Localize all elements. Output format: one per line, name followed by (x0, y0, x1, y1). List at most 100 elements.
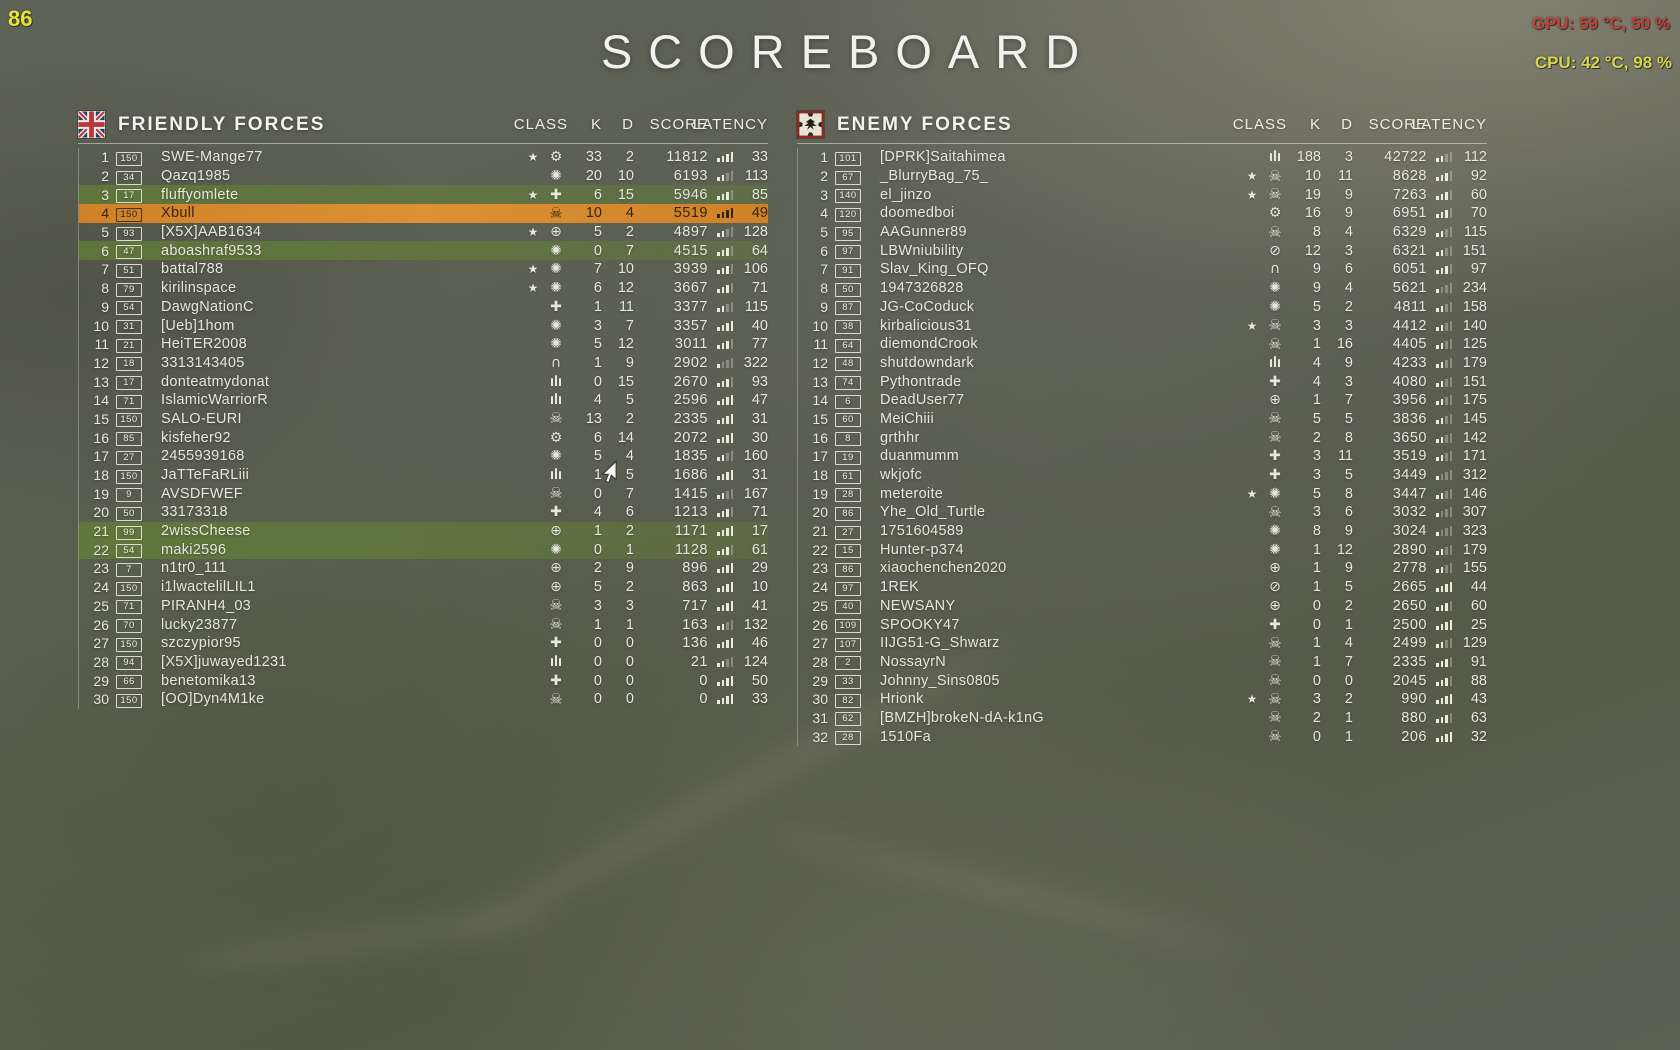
level-badge-cell: 18 (113, 354, 151, 372)
level-badge: 28 (835, 731, 861, 746)
player-name: [X5X]AAB1634 (161, 224, 262, 241)
latency-value: 46 (751, 635, 768, 652)
class-icon-grenade: ✺ (550, 242, 562, 259)
class-icon-skull: ☠ (1268, 222, 1282, 241)
latency-bars-icon (1436, 731, 1452, 742)
player-rank: 25 (812, 597, 828, 614)
column-header-deaths: D (1341, 116, 1353, 133)
deaths-value: 7 (625, 317, 634, 334)
deaths-value: 4 (1344, 224, 1353, 241)
latency-cell: 30 (708, 430, 768, 446)
latency-bars-icon (717, 544, 733, 555)
class-icon-horseshoe: ∩ (1269, 261, 1281, 278)
latency-bars-icon (717, 413, 733, 424)
level-badge-cell: 62 (832, 709, 870, 727)
latency-value: 85 (751, 186, 768, 203)
kills-value: 1 (593, 298, 602, 315)
class-icon-cross: ✚ (1269, 616, 1281, 633)
latency-bars-icon (717, 563, 733, 574)
deaths-value: 2 (1344, 597, 1353, 614)
latency-cell: 64 (708, 243, 768, 259)
player-rank: 13 (93, 373, 109, 390)
player-row: 29 33 Johnny_Sins0805 ☠ 0 0 2045 88 (798, 671, 1487, 690)
kills-value: 1 (593, 523, 602, 540)
level-badge-cell: 140 (832, 186, 870, 204)
latency-cell: 151 (1427, 374, 1487, 390)
squad-star-icon: ★ (1246, 486, 1258, 501)
latency-bars-icon (1436, 339, 1452, 350)
latency-cell: 128 (708, 224, 768, 240)
player-rank: 4 (101, 205, 109, 222)
kills-value: 5 (593, 224, 602, 241)
latency-value: 25 (1470, 616, 1487, 633)
player-name: NossayrN (880, 653, 947, 670)
player-row: 14 71 IslamicWarriorR 4 5 2596 47 (79, 391, 768, 410)
deaths-value: 9 (625, 560, 634, 577)
player-name: SALO-EURI (161, 410, 242, 427)
score-value: 4811 (1393, 298, 1427, 315)
score-value: 206 (1401, 728, 1427, 745)
player-row: 20 86 Yhe_Old_Turtle ☠ 3 6 3032 307 (798, 503, 1487, 522)
player-row: 22 15 Hunter-p374 ✺ 1 12 2890 179 (798, 540, 1487, 559)
latency-bars-icon (1436, 357, 1452, 368)
player-row: 27 150 szczypior95 ✚ 0 0 136 46 (79, 634, 768, 653)
kills-value: 1 (1312, 653, 1321, 670)
kills-value: 19 (1304, 186, 1321, 203)
player-rank: 24 (812, 579, 828, 596)
level-badge-cell: 93 (113, 224, 151, 241)
player-row: 28 94 [X5X]juwayed1231 0 0 21 124 (79, 653, 768, 672)
latency-bars-icon (717, 432, 733, 443)
score-value: 7263 (1392, 186, 1427, 203)
column-header-score: SCORE (1368, 116, 1427, 133)
player-rank: 29 (812, 672, 828, 689)
team-name: ENEMY FORCES (837, 113, 1013, 135)
latency-cell: 115 (1427, 224, 1487, 240)
squad-star-icon: ★ (1246, 318, 1258, 333)
latency-value: 106 (743, 261, 768, 278)
score-value: 136 (682, 635, 708, 652)
level-badge-cell: 99 (113, 523, 151, 540)
class-icon-grenade: ✺ (1269, 523, 1281, 540)
latency-value: 151 (1462, 373, 1487, 390)
player-name: 33173318 (161, 504, 228, 521)
level-badge: 97 (835, 245, 861, 260)
latency-bars-icon (1436, 675, 1452, 686)
latency-cell: 322 (708, 355, 768, 371)
level-badge: 54 (116, 544, 142, 559)
score-value: 6951 (1392, 205, 1427, 222)
player-name: aboashraf9533 (161, 242, 262, 259)
player-name: IIJG51-G_Shwarz (880, 635, 1000, 652)
score-value: 3836 (1392, 410, 1427, 427)
kills-value: 2 (1312, 429, 1321, 446)
class-icon-skull: ☠ (549, 596, 563, 615)
kills-value: 1 (593, 467, 602, 484)
class-icon-cross: ✚ (550, 504, 562, 521)
player-rank: 8 (820, 280, 828, 297)
latency-cell: 115 (708, 299, 768, 315)
level-badge: 150 (116, 469, 142, 484)
latency-cell: 129 (1427, 635, 1487, 651)
kills-value: 20 (585, 168, 602, 185)
level-badge-cell: 60 (832, 410, 870, 428)
score-value: 4080 (1392, 373, 1427, 390)
score-value: 2650 (1392, 597, 1427, 614)
player-name: 1751604589 (880, 523, 964, 540)
latency-bars-icon (717, 245, 733, 256)
player-name: Qazq1985 (161, 168, 231, 185)
score-value: 1835 (673, 448, 708, 465)
level-badge-cell: 86 (832, 560, 870, 577)
player-rank: 6 (101, 242, 109, 259)
player-row: 10 38 kirbalicious31 ★ ☠ 3 3 4412 140 (798, 316, 1487, 335)
deaths-value: 5 (1344, 579, 1353, 596)
level-badge-cell: 27 (832, 523, 870, 540)
deaths-value: 2 (625, 224, 634, 241)
level-badge: 79 (116, 282, 142, 297)
player-rank: 23 (93, 560, 109, 577)
deaths-value: 2 (625, 523, 634, 540)
latency-bars-icon (717, 582, 733, 593)
kills-value: 1 (1312, 541, 1321, 558)
kills-value: 0 (1312, 616, 1321, 633)
latency-cell: 140 (1427, 318, 1487, 334)
level-badge: 18 (116, 357, 142, 372)
deaths-value: 7 (625, 242, 634, 259)
